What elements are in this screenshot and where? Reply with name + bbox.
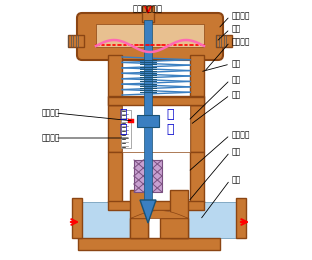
Text: 阀座: 阀座	[232, 176, 241, 185]
Bar	[190, 152, 204, 202]
Bar	[128, 119, 134, 123]
Bar	[108, 96, 204, 105]
Bar	[108, 97, 204, 105]
Text: 膜室上腔: 膜室上腔	[232, 11, 251, 21]
Bar	[190, 55, 204, 97]
Text: 膜室下腔: 膜室下腔	[232, 37, 251, 47]
Bar	[130, 190, 148, 238]
Text: 行程刻度: 行程刻度	[42, 133, 61, 142]
Bar	[108, 105, 122, 152]
Text: 行程指针: 行程指针	[42, 108, 61, 118]
Bar	[82, 202, 130, 238]
Text: 弹簧: 弹簧	[232, 60, 241, 68]
Text: 阀杆: 阀杆	[232, 90, 241, 100]
Bar	[122, 105, 190, 152]
Bar	[108, 201, 204, 210]
Bar	[190, 105, 204, 152]
Bar	[72, 198, 82, 238]
Text: 推杆: 推杆	[232, 75, 241, 84]
Bar	[134, 160, 162, 192]
Bar	[137, 115, 159, 127]
Bar	[68, 35, 84, 47]
Bar	[121, 110, 131, 148]
Bar	[142, 6, 154, 22]
Bar	[216, 35, 232, 47]
Text: 阀芯: 阀芯	[232, 147, 241, 157]
Bar	[108, 152, 122, 202]
Polygon shape	[140, 200, 156, 223]
Bar	[144, 20, 152, 200]
Bar	[78, 238, 220, 250]
Text: 密封填料: 密封填料	[232, 131, 251, 140]
Text: 阀
门: 阀 门	[166, 108, 174, 136]
Polygon shape	[160, 218, 188, 238]
FancyBboxPatch shape	[77, 13, 223, 60]
Bar	[188, 202, 236, 238]
Text: 多
仪: 多 仪	[119, 108, 127, 136]
Text: 压力信号入口: 压力信号入口	[133, 4, 163, 13]
Polygon shape	[130, 218, 148, 238]
Text: 膜片: 膜片	[232, 24, 241, 34]
Bar	[236, 198, 246, 238]
Bar	[170, 190, 188, 238]
Bar	[96, 24, 204, 47]
Bar	[108, 55, 122, 97]
